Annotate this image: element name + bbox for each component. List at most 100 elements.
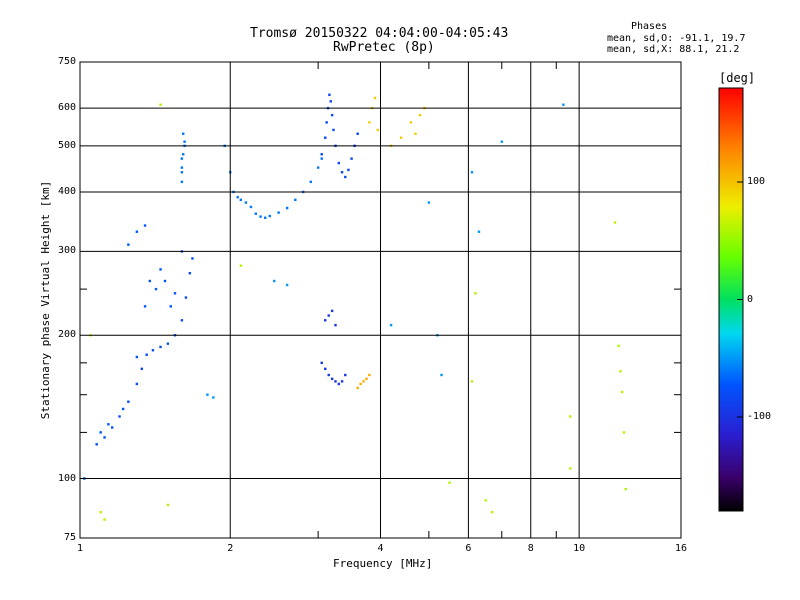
data-point bbox=[166, 503, 170, 507]
data-point bbox=[309, 180, 312, 184]
data-point bbox=[166, 342, 170, 345]
data-point bbox=[368, 373, 371, 377]
colorbar-ticks bbox=[737, 181, 743, 418]
data-point bbox=[389, 323, 393, 327]
y-tick-label: 100 bbox=[57, 472, 76, 484]
data-point bbox=[340, 380, 344, 383]
data-point bbox=[376, 128, 379, 132]
plot-frame bbox=[79, 61, 682, 539]
data-point bbox=[143, 224, 147, 227]
data-point bbox=[365, 377, 368, 380]
data-point bbox=[182, 153, 185, 156]
data-point bbox=[212, 396, 215, 399]
data-point bbox=[344, 175, 347, 179]
data-point bbox=[359, 382, 362, 386]
data-point bbox=[330, 377, 334, 380]
data-point bbox=[180, 157, 184, 160]
data-point bbox=[330, 113, 334, 117]
y-tick-label: 300 bbox=[57, 245, 76, 257]
minor-ticks bbox=[80, 62, 681, 538]
data-point bbox=[154, 287, 158, 291]
data-point bbox=[206, 393, 209, 396]
colorbar-unit: [deg] bbox=[719, 71, 756, 85]
data-point bbox=[277, 211, 280, 214]
data-point bbox=[121, 407, 125, 411]
data-point bbox=[409, 121, 412, 124]
x-tick-label: 6 bbox=[465, 543, 472, 554]
data-point bbox=[491, 510, 494, 514]
data-point bbox=[140, 367, 144, 371]
data-point bbox=[621, 390, 624, 394]
data-point bbox=[268, 214, 271, 218]
colorbar-tick-label: -100 bbox=[747, 411, 772, 422]
chart-title-line2: RwPretec (8p) bbox=[333, 40, 435, 55]
data-point bbox=[427, 201, 431, 204]
chart-title-line1: Tromsø 20150322 04:04:00-04:05:43 bbox=[250, 26, 509, 41]
data-point bbox=[418, 113, 422, 117]
data-point bbox=[183, 140, 186, 143]
data-point bbox=[180, 171, 184, 174]
data-point bbox=[118, 415, 121, 418]
data-point bbox=[180, 166, 184, 169]
phases-title: Phases bbox=[631, 21, 668, 32]
data-point bbox=[236, 195, 239, 199]
x-axis-label: Frequency [MHz] bbox=[333, 557, 433, 570]
data-point bbox=[327, 314, 330, 317]
data-point bbox=[484, 499, 487, 502]
data-point bbox=[159, 345, 162, 349]
x-tick-label: 2 bbox=[227, 543, 234, 554]
data-point bbox=[239, 198, 243, 202]
data-point bbox=[470, 380, 474, 383]
y-axis-label: Stationary phase Virtual Height [km] bbox=[39, 180, 52, 420]
data-point bbox=[184, 296, 188, 299]
data-point bbox=[127, 243, 130, 246]
data-point bbox=[191, 257, 194, 260]
data-point bbox=[327, 373, 330, 377]
data-point bbox=[356, 132, 359, 135]
x-tick-label: 10 bbox=[573, 543, 586, 554]
data-point bbox=[332, 128, 335, 132]
data-point bbox=[399, 136, 403, 139]
data-point bbox=[356, 386, 359, 390]
data-point bbox=[562, 103, 565, 106]
data-point bbox=[135, 230, 139, 233]
data-point bbox=[99, 510, 102, 514]
data-point bbox=[135, 382, 139, 386]
data-point bbox=[143, 305, 147, 308]
data-point bbox=[613, 221, 617, 224]
data-point bbox=[500, 140, 504, 143]
data-point bbox=[320, 361, 323, 365]
data-point bbox=[103, 518, 106, 521]
data-point bbox=[329, 100, 332, 103]
data-point bbox=[624, 487, 627, 491]
data-point bbox=[328, 93, 331, 96]
data-point bbox=[159, 103, 162, 106]
data-point bbox=[325, 121, 328, 124]
data-point bbox=[324, 367, 327, 371]
data-point bbox=[254, 212, 257, 215]
data-point bbox=[569, 415, 572, 418]
data-point bbox=[324, 136, 327, 139]
data-point bbox=[362, 380, 365, 383]
data-point bbox=[169, 305, 172, 308]
data-point bbox=[239, 264, 243, 267]
data-point bbox=[259, 215, 262, 218]
data-point bbox=[182, 132, 185, 135]
data-point bbox=[347, 168, 350, 172]
data-point bbox=[477, 230, 481, 233]
data-point bbox=[180, 180, 184, 184]
colorbar-tick-label: 0 bbox=[747, 293, 754, 305]
x-tick-label: 16 bbox=[674, 543, 688, 554]
x-tick-label: 8 bbox=[527, 543, 534, 554]
phases-o-line: mean, sd,O: -91.1, 19.7 bbox=[607, 33, 746, 44]
data-point bbox=[103, 436, 106, 439]
data-point bbox=[334, 380, 337, 383]
data-point bbox=[337, 161, 341, 165]
data-point bbox=[163, 279, 167, 283]
y-tick-label: 400 bbox=[57, 185, 76, 197]
y-tick-label: 75 bbox=[63, 532, 76, 543]
colorbar-tick-label: 100 bbox=[747, 176, 766, 187]
data-point bbox=[148, 279, 152, 283]
y-tick-label: 600 bbox=[57, 102, 76, 114]
